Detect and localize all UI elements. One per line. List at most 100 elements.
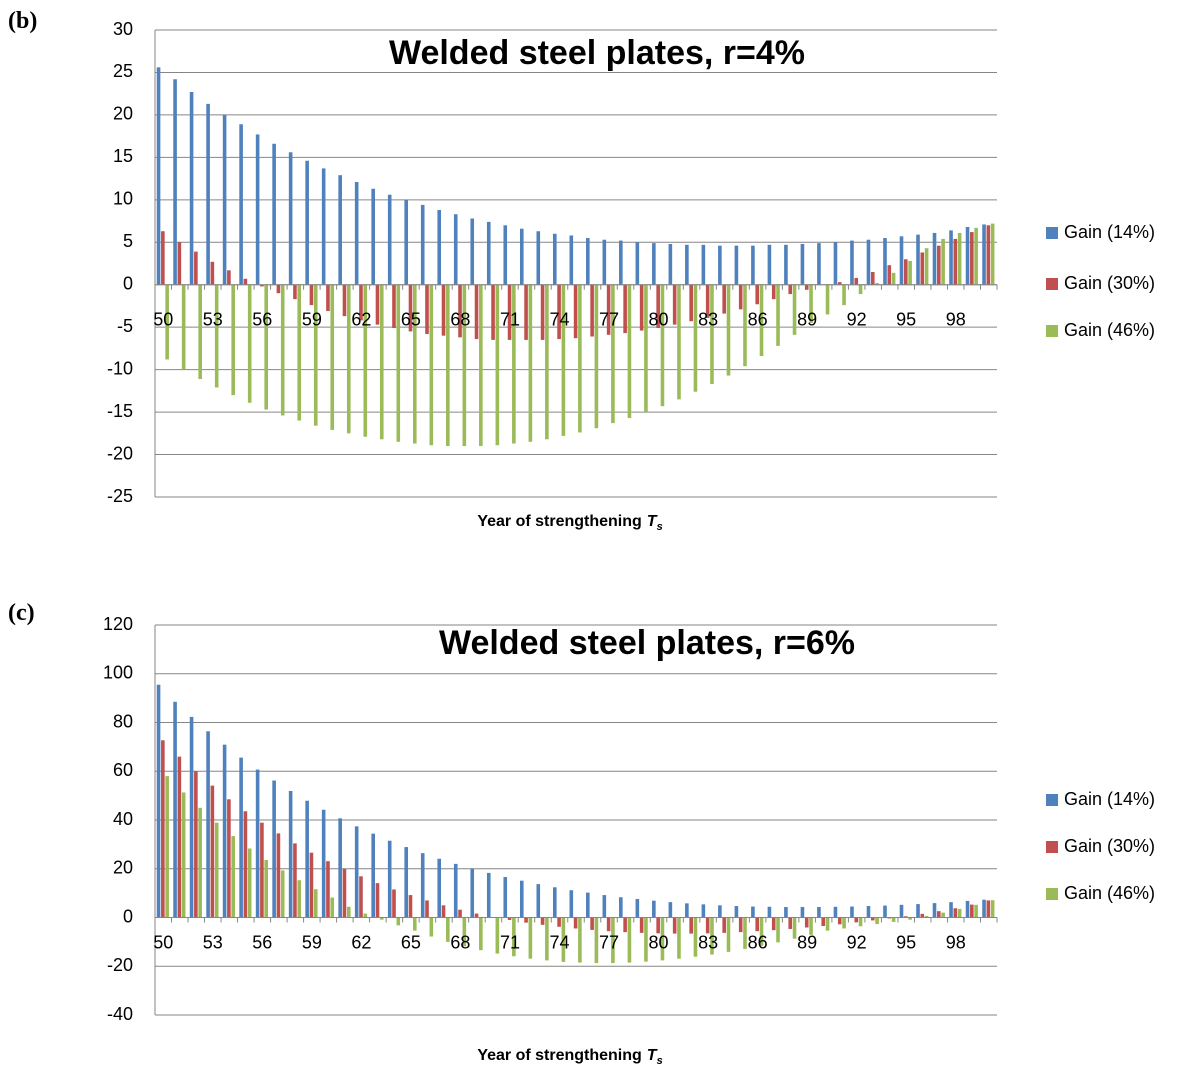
bar xyxy=(181,284,186,370)
bar xyxy=(854,917,859,923)
legend-swatch xyxy=(1046,325,1058,337)
bar xyxy=(429,284,434,446)
x-tick-label: 86 xyxy=(748,932,768,952)
bar xyxy=(326,861,330,918)
bar xyxy=(326,284,330,312)
x-axis-title-text: Year of strengthening xyxy=(477,1047,641,1064)
bar xyxy=(809,917,813,935)
bar xyxy=(982,224,986,285)
bar xyxy=(321,809,326,918)
y-tick-label: -20 xyxy=(107,955,133,975)
bar xyxy=(705,917,710,934)
bar xyxy=(227,270,231,285)
bar xyxy=(578,284,582,433)
x-tick-label: 83 xyxy=(698,932,718,952)
bar xyxy=(953,908,958,918)
x-axis-title-var: T xyxy=(647,1047,658,1064)
bar xyxy=(507,284,512,340)
bar xyxy=(260,822,264,918)
bar xyxy=(177,756,182,918)
bar xyxy=(479,284,483,447)
bar xyxy=(441,284,446,336)
bar xyxy=(512,284,516,444)
bar xyxy=(524,917,528,923)
bar xyxy=(276,833,281,918)
bar xyxy=(899,236,904,285)
bar xyxy=(309,852,314,918)
bar xyxy=(842,284,846,306)
bar xyxy=(561,917,566,962)
bar xyxy=(611,284,615,424)
bar xyxy=(660,917,665,961)
x-tick-label: 92 xyxy=(847,932,867,952)
bar xyxy=(569,890,574,918)
x-axis-title: Year of strengthening Ts xyxy=(477,1047,662,1067)
bar xyxy=(462,284,467,447)
bar xyxy=(767,906,772,918)
bar xyxy=(413,917,417,931)
bar xyxy=(243,278,248,285)
bar xyxy=(866,906,871,918)
bar xyxy=(738,917,743,933)
bar xyxy=(453,863,458,918)
bar xyxy=(387,194,392,285)
bar xyxy=(792,917,797,939)
bar xyxy=(652,900,656,918)
legend-swatch xyxy=(1046,794,1058,806)
bar xyxy=(788,917,793,929)
x-tick-label: 68 xyxy=(450,309,470,329)
bar xyxy=(305,160,309,285)
bar xyxy=(206,103,210,285)
bar xyxy=(540,917,545,925)
x-axis-title-text: Year of strengthening xyxy=(477,513,641,530)
bar xyxy=(677,284,681,400)
bar xyxy=(903,916,908,918)
bar xyxy=(689,917,693,934)
y-tick-label: 15 xyxy=(113,146,133,166)
x-tick-label: 92 xyxy=(847,309,867,329)
bar xyxy=(652,243,656,285)
bar xyxy=(293,284,297,300)
bar xyxy=(156,67,161,285)
x-tick-label: 77 xyxy=(599,932,619,952)
bar xyxy=(479,917,483,951)
y-tick-label: 60 xyxy=(113,760,133,780)
bar xyxy=(392,889,396,918)
bar xyxy=(462,917,467,947)
bar xyxy=(408,284,413,332)
bar xyxy=(330,284,335,430)
bar xyxy=(916,904,920,918)
bar xyxy=(949,902,953,918)
bar xyxy=(970,904,974,918)
y-tick-label: 100 xyxy=(103,663,133,683)
bar xyxy=(206,731,210,918)
bar xyxy=(429,917,434,937)
bar xyxy=(540,284,545,340)
bar xyxy=(718,245,722,285)
y-tick-label: 0 xyxy=(123,273,133,293)
legend-swatch xyxy=(1046,888,1058,900)
bar xyxy=(941,238,945,285)
bar xyxy=(734,906,739,918)
bar xyxy=(858,284,863,295)
panel-label: (b) xyxy=(8,8,38,34)
bar xyxy=(321,168,326,285)
bar xyxy=(990,223,995,285)
bar xyxy=(404,199,409,285)
bar xyxy=(875,283,879,285)
legend-label: Gain (14%) xyxy=(1064,789,1155,809)
bar xyxy=(165,776,169,918)
bar xyxy=(474,913,479,918)
bar xyxy=(982,899,986,918)
bar xyxy=(441,905,446,918)
legend-swatch xyxy=(1046,841,1058,853)
bar xyxy=(161,740,165,918)
bar xyxy=(639,284,644,331)
x-tick-label: 53 xyxy=(203,309,223,329)
x-tick-label: 71 xyxy=(500,932,520,952)
bar xyxy=(189,716,194,918)
bar xyxy=(850,240,854,285)
bar xyxy=(425,284,429,334)
x-tick-label: 83 xyxy=(698,309,718,329)
bar xyxy=(420,204,425,285)
